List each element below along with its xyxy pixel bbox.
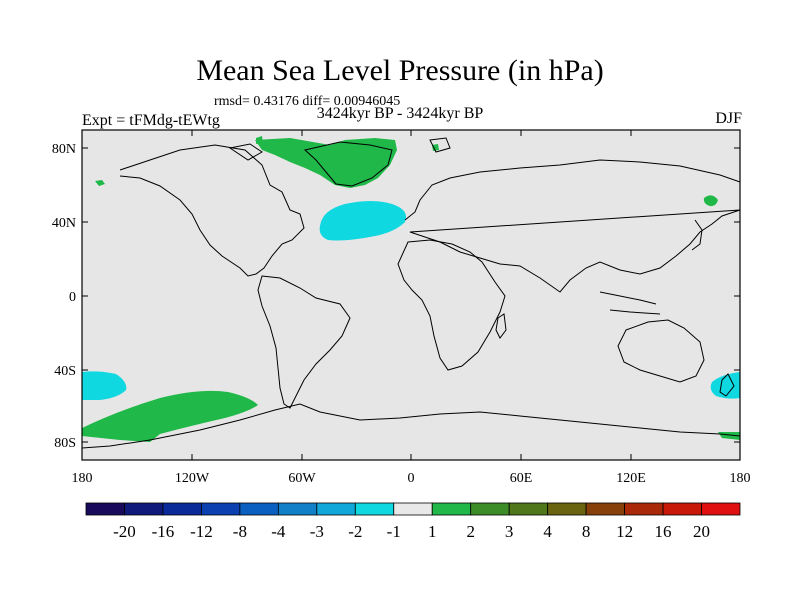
colorbar-label: -16 — [152, 522, 175, 541]
colorbar-label: 8 — [582, 522, 591, 541]
lat-tick-label: 80N — [52, 142, 76, 157]
colorbar-swatch — [124, 502, 164, 516]
map-title: Mean Sea Level Pressure (in hPa) — [196, 54, 604, 87]
colorbar-swatch — [470, 502, 510, 516]
latitude-axis: 80N 40N 0 40S 80S — [52, 142, 740, 451]
anomaly-north-atlantic — [319, 201, 407, 241]
coastlines — [81, 137, 741, 449]
lon-tick-label: 60E — [510, 471, 533, 486]
colorbar-label: 2 — [466, 522, 475, 541]
colorbar-label: -8 — [233, 522, 247, 541]
colorbar-swatch — [354, 502, 395, 516]
coast-new-zealand — [719, 373, 735, 397]
anomaly-greenland — [255, 138, 397, 188]
lat-tick-label: 0 — [69, 290, 76, 305]
colorbar-label: -12 — [190, 522, 213, 541]
lat-tick-label: 40N — [52, 216, 76, 231]
colorbar-swatch — [508, 502, 549, 516]
lon-tick-label: 180 — [730, 471, 751, 486]
colorbar-label: 3 — [505, 522, 514, 541]
colorbar-label: -3 — [310, 522, 324, 541]
experiment-label: Expt = tFMdg-tEWtg — [82, 112, 220, 129]
coast-europe-asia — [404, 159, 741, 293]
coast-north-america — [119, 144, 305, 277]
lon-tick-label: 180 — [72, 471, 93, 486]
colorbar-swatch — [239, 502, 279, 516]
anomaly-south-west-edge — [82, 371, 127, 400]
coast-japan — [691, 219, 703, 251]
lon-tick-label: 60W — [288, 471, 316, 486]
colorbar-label: 16 — [655, 522, 672, 541]
colorbar-label: -2 — [348, 522, 362, 541]
colorbar-label: 20 — [693, 522, 710, 541]
anomaly-kamchatka — [703, 195, 718, 207]
season-label: DJF — [715, 110, 742, 127]
coast-south-america — [257, 275, 351, 409]
colorbar-label: 4 — [543, 522, 552, 541]
colorbar-swatch — [624, 502, 664, 516]
colorbar-swatch — [85, 502, 125, 516]
anomaly-alaska — [95, 180, 105, 186]
colorbar-swatch — [393, 502, 433, 516]
colorbar-swatch — [277, 502, 318, 516]
coast-indonesia — [599, 291, 661, 315]
anomaly-svalbard — [432, 144, 439, 151]
lon-tick-label: 120E — [616, 471, 646, 486]
lat-tick-label: 80S — [54, 436, 76, 451]
longitude-axis: 180 120W 60W 0 60E 120E 180 — [72, 130, 751, 486]
colorbar-label: 1 — [428, 522, 437, 541]
anomaly-arctic-small — [256, 136, 263, 144]
coast-madagascar — [495, 313, 507, 339]
colorbar-swatch — [316, 502, 356, 516]
colorbar-swatch — [431, 502, 472, 516]
lon-tick-label: 120W — [175, 471, 210, 486]
colorbar-label: -4 — [271, 522, 286, 541]
lon-tick-label: 0 — [408, 471, 415, 486]
anomaly-south-pacific — [82, 390, 258, 442]
coast-australia — [617, 319, 705, 383]
coast-antarctica — [81, 403, 741, 449]
colorbar-swatch — [201, 502, 241, 516]
coast-africa — [397, 239, 506, 371]
anomaly-fields — [82, 136, 740, 442]
map-subtitle: rmsd= 0.43176 diff= 0.00946045 — [214, 94, 401, 109]
coast-greenland — [303, 141, 393, 187]
colorbar-swatch — [547, 502, 587, 516]
coast-arctic-islands — [228, 137, 451, 161]
colorbar-swatch — [701, 502, 741, 516]
colorbar-label: -1 — [387, 522, 401, 541]
colorbar: -20 -16 -12 -8 -4 -3 -2 -1 1 2 3 4 8 12 16 20 — [85, 502, 741, 541]
period-label: 3424kyr BP - 3424kyr BP — [316, 105, 484, 122]
colorbar-swatch — [585, 502, 625, 516]
colorbar-swatch — [662, 502, 702, 516]
colorbar-swatch — [162, 502, 202, 516]
lat-tick-label: 40S — [54, 364, 76, 379]
colorbar-label: 12 — [616, 522, 633, 541]
anomaly-south-east-edge — [710, 372, 740, 399]
colorbar-label: -20 — [113, 522, 136, 541]
